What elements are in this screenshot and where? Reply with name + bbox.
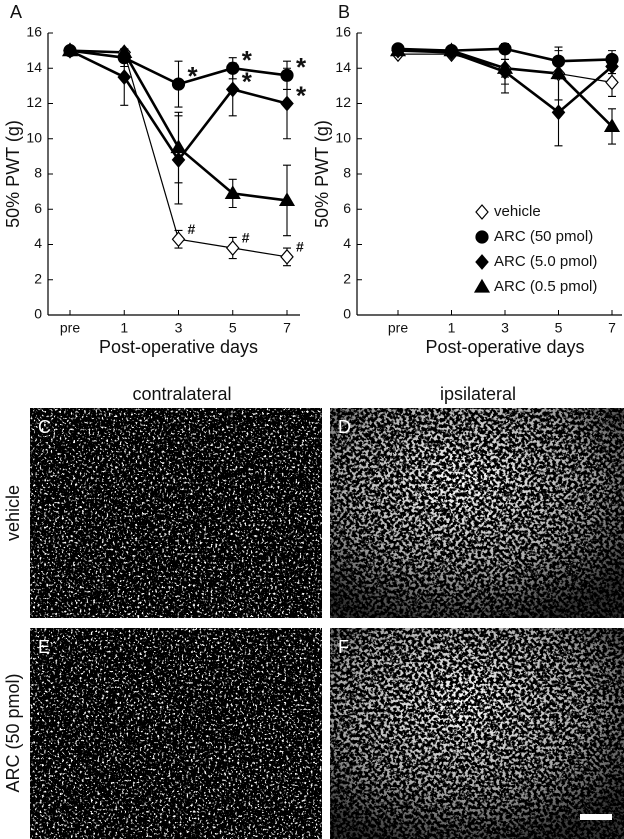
y-tick-label: 14 [335, 59, 351, 75]
significance-mark: * [296, 52, 307, 82]
x-tick-label: 3 [175, 320, 183, 336]
micrograph-texture [30, 408, 322, 618]
y-tick-label: 4 [343, 235, 351, 251]
significance-mark: # [188, 221, 196, 237]
y-tick-label: 10 [335, 129, 351, 145]
y-tick-label: 10 [26, 129, 42, 145]
panel-label: F [338, 637, 349, 657]
y-tick-label: 0 [343, 306, 351, 322]
micrograph-texture [330, 628, 624, 839]
marker [551, 104, 566, 121]
marker [603, 118, 621, 133]
marker [550, 65, 567, 80]
marker [475, 204, 489, 220]
significance-mark: * [242, 45, 253, 75]
legend-label: ARC (0.5 pmol) [494, 278, 597, 295]
marker [171, 77, 186, 91]
marker [61, 42, 79, 57]
y-tick-label: 8 [34, 165, 42, 181]
micrograph-texture [30, 628, 322, 839]
y-tick-label: 6 [343, 200, 351, 216]
y-tick-label: 4 [34, 235, 42, 251]
column-label: contralateral [132, 384, 231, 404]
marker [605, 58, 619, 75]
significance-mark: # [242, 230, 250, 246]
marker [171, 151, 186, 168]
x-tick-label: 5 [555, 320, 563, 336]
x-tick-label: 7 [283, 320, 291, 336]
x-axis-label: Post-operative days [425, 337, 584, 357]
x-tick-label: 5 [229, 320, 237, 336]
marker [389, 42, 407, 57]
y-tick-label: 14 [26, 59, 42, 75]
x-tick-label: pre [388, 320, 408, 336]
marker [171, 231, 186, 248]
marker [116, 44, 133, 58]
marker [280, 95, 294, 112]
y-tick-label: 2 [343, 270, 351, 286]
row-label: vehicle [3, 485, 23, 541]
marker [117, 69, 132, 85]
x-tick-label: 1 [448, 320, 456, 336]
marker [170, 139, 187, 154]
legend-label: ARC (50 pmol) [494, 228, 593, 245]
marker [225, 240, 240, 256]
marker [475, 230, 489, 244]
marker [475, 254, 489, 270]
significance-mark: * [242, 66, 253, 96]
y-tick-label: 2 [34, 270, 42, 286]
x-axis-label: Post-operative days [99, 337, 258, 357]
y-axis-label: 50% PWT (g) [312, 120, 332, 228]
row-label: ARC (50 pmol) [3, 673, 23, 792]
legend-label: ARC (5.0 pmol) [494, 253, 597, 270]
x-tick-label: 1 [120, 320, 128, 336]
marker [498, 42, 512, 56]
marker [278, 192, 296, 207]
marker [224, 185, 241, 199]
marker [280, 68, 294, 82]
y-tick-label: 16 [26, 24, 42, 40]
significance-mark: * [188, 61, 199, 91]
significance-mark: * [296, 80, 307, 110]
y-axis-label: 50% PWT (g) [3, 120, 23, 228]
panel-label: D [338, 417, 351, 437]
marker [443, 42, 460, 57]
column-label: ipsilateral [440, 384, 516, 404]
y-tick-label: 0 [34, 306, 42, 322]
legend-label: vehicle [494, 203, 541, 220]
panel-label: A [10, 2, 22, 22]
panel-label: E [38, 637, 50, 657]
marker [226, 61, 240, 75]
y-tick-label: 12 [335, 94, 351, 110]
micrographs: contralateral ipsilateral vehicle ARC (5… [3, 384, 624, 839]
y-tick-label: 8 [343, 165, 351, 181]
y-tick-label: 6 [34, 200, 42, 216]
x-tick-label: 7 [608, 320, 616, 336]
marker [496, 60, 514, 74]
panel-label: B [338, 2, 350, 22]
significance-mark: # [296, 239, 304, 255]
x-tick-label: 3 [501, 320, 509, 336]
marker [225, 81, 240, 98]
panel-label: C [38, 417, 51, 437]
y-tick-label: 16 [335, 24, 351, 40]
marker [473, 278, 491, 293]
x-tick-label: pre [60, 320, 80, 336]
micrograph-texture [330, 408, 624, 618]
y-tick-label: 12 [26, 94, 42, 110]
scale-bar [580, 814, 612, 820]
marker [605, 74, 619, 91]
marker [280, 248, 294, 265]
